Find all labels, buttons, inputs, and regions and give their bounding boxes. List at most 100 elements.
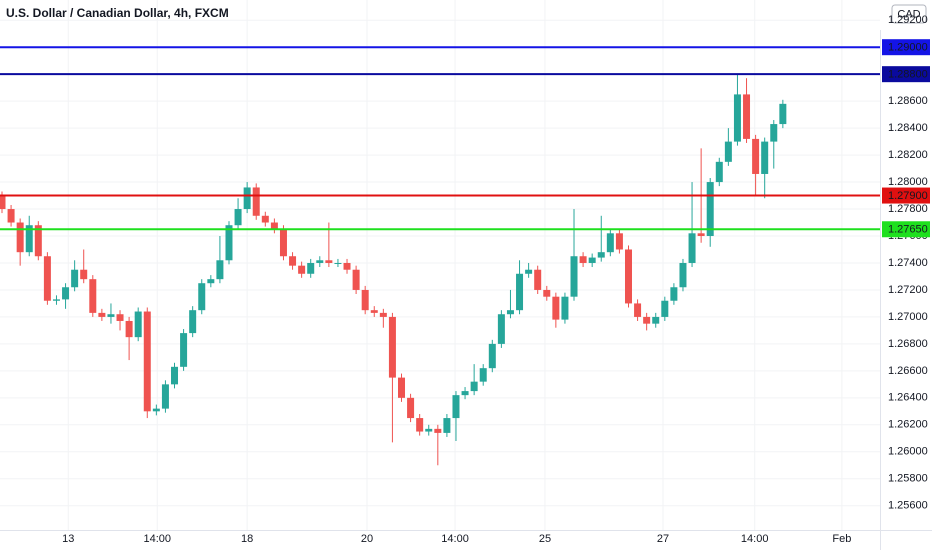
candle-body <box>62 287 70 300</box>
y-tick-label: 1.27800 <box>888 203 928 215</box>
candle-body <box>379 312 387 317</box>
currency-box <box>891 4 927 24</box>
candle-body <box>561 296 569 320</box>
candle-body <box>370 310 378 313</box>
candle-body <box>207 279 215 284</box>
candle-body <box>352 269 360 290</box>
candle-body <box>52 299 60 301</box>
candle-body <box>343 262 351 270</box>
candle-body <box>216 260 224 280</box>
candle-body <box>479 368 487 382</box>
candle-body <box>552 296 560 320</box>
x-tick-label: 14:00 <box>441 533 469 545</box>
candle-body <box>715 161 723 183</box>
candle-body <box>143 311 151 412</box>
candle-body <box>198 283 206 311</box>
candle-body <box>743 94 751 139</box>
candle-body <box>71 269 79 288</box>
candle-body <box>252 187 260 216</box>
candle-body <box>225 225 233 261</box>
candle-body <box>634 303 642 317</box>
candle-body <box>488 343 496 369</box>
candle-body <box>706 182 714 237</box>
y-tick-label: 1.26200 <box>888 419 928 431</box>
candle-body <box>470 381 478 392</box>
y-tick-label: 1.26600 <box>888 365 928 377</box>
y-tick-label: 1.27400 <box>888 257 928 269</box>
candle-body <box>497 314 505 344</box>
candle-body <box>234 209 242 226</box>
y-tick-label: 1.27000 <box>888 311 928 323</box>
y-tick-label: 1.27200 <box>888 284 928 296</box>
candle-body <box>161 384 169 409</box>
y-tick-label: 1.26800 <box>888 338 928 350</box>
candle-body <box>452 395 460 419</box>
candle-body <box>443 418 451 433</box>
candle-body <box>597 252 605 258</box>
price-label: 1.28800 <box>888 69 928 81</box>
candle-body <box>0 195 6 210</box>
candle-body <box>570 256 578 297</box>
candle-body <box>761 141 769 174</box>
x-tick-label: 20 <box>361 533 373 545</box>
y-tick-label: 1.28200 <box>888 149 928 161</box>
candle-body <box>116 314 124 321</box>
candle-body <box>416 418 424 432</box>
candle-body <box>134 311 142 338</box>
y-tick-label: 1.25600 <box>888 500 928 512</box>
price-label: 1.27650 <box>888 224 928 236</box>
x-tick-label: 27 <box>657 533 669 545</box>
candle-body <box>697 233 705 237</box>
y-tick-label: 1.25800 <box>888 473 928 485</box>
candle-body <box>615 233 623 250</box>
candle-body <box>434 428 442 433</box>
candle-body <box>89 279 97 313</box>
price-label-box <box>882 66 930 83</box>
candle-body <box>398 377 406 398</box>
y-tick-label: 1.29200 <box>888 14 928 26</box>
candle-body <box>189 310 197 334</box>
candle-body <box>534 269 542 290</box>
candle-body <box>770 124 778 142</box>
candle-body <box>16 222 24 253</box>
y-tick-label: 1.28000 <box>888 176 928 188</box>
candle-body <box>180 333 188 367</box>
candle-body <box>243 187 251 210</box>
candle-body <box>334 262 342 264</box>
candle-body <box>670 287 678 301</box>
candle-body <box>307 262 315 274</box>
y-tick-label: 1.28600 <box>888 95 928 107</box>
candle-body <box>298 265 306 274</box>
y-tick-label: 1.26000 <box>888 446 928 458</box>
candle-body <box>506 310 514 315</box>
price-label: 1.29000 <box>888 42 928 54</box>
candle-body <box>679 262 687 288</box>
x-tick-label: 14:00 <box>143 533 171 545</box>
overlay <box>0 46 880 231</box>
candle-body <box>461 391 469 396</box>
x-tick-label: Feb <box>832 533 851 545</box>
candle-body <box>425 428 433 432</box>
candle-body <box>661 300 669 317</box>
candle-body <box>588 257 596 263</box>
candle-body <box>316 260 324 263</box>
candle-body <box>361 289 369 311</box>
candle-body <box>752 138 760 174</box>
candle-body <box>80 269 88 280</box>
candle-body <box>724 141 732 162</box>
x-tick-label: 25 <box>539 533 551 545</box>
y-tick-label: 1.26400 <box>888 392 928 404</box>
candle-body <box>579 256 587 263</box>
currency-label: CAD <box>897 8 920 20</box>
x-tick-label: 18 <box>241 533 253 545</box>
candle-body <box>388 316 396 378</box>
candle-body <box>543 289 551 297</box>
candle-body <box>261 215 269 223</box>
candle-body <box>152 408 160 412</box>
candle-body <box>279 229 287 257</box>
candle-body <box>624 249 632 304</box>
candle-body <box>606 233 614 253</box>
price-label-box <box>882 39 930 56</box>
y-tick-label: 1.28400 <box>888 122 928 134</box>
